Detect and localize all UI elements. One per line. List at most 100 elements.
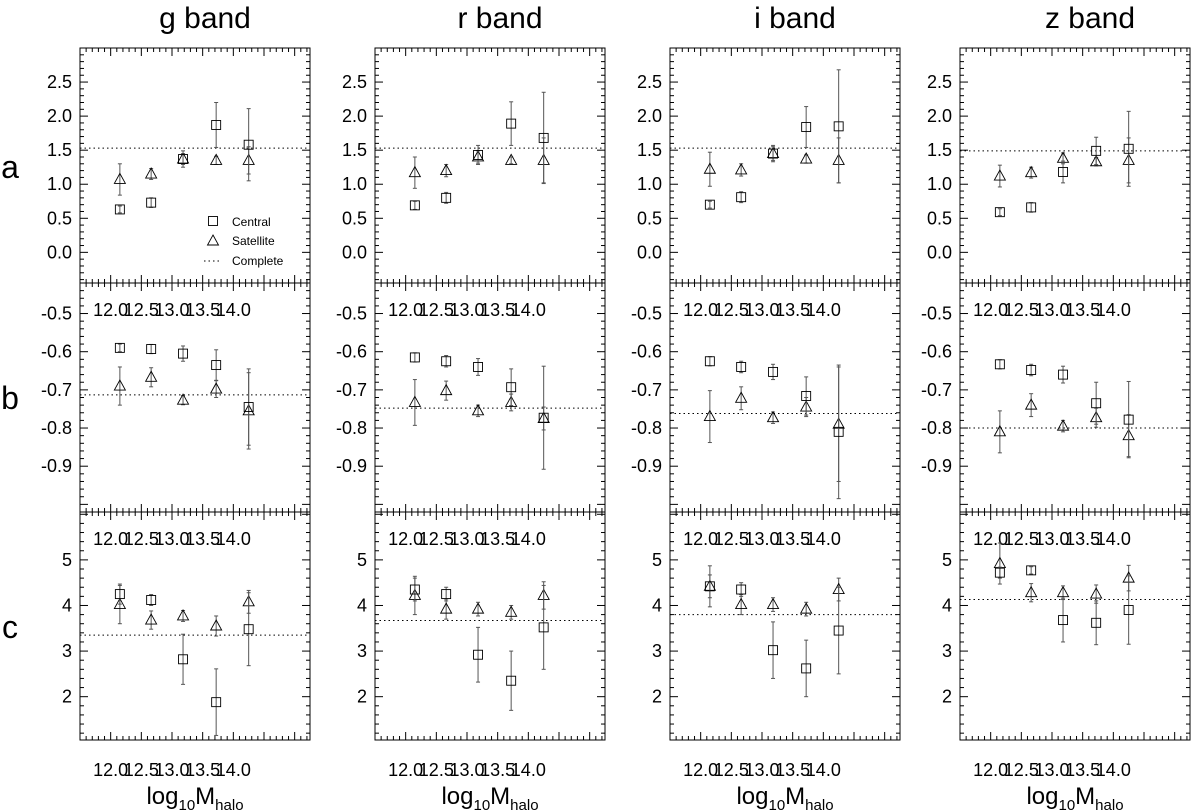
x-tick-label: 12.0 [93, 529, 128, 549]
central-point [243, 624, 254, 635]
x-tick-label: 13.0 [744, 300, 779, 320]
x-tick-label: 12.5 [714, 529, 749, 549]
central-point [994, 207, 1005, 218]
x-tick-label: 12.5 [124, 760, 159, 780]
y-tick-label: -0.9 [336, 456, 367, 476]
central-point [1026, 202, 1037, 213]
panel-frame [959, 511, 1191, 741]
satellite-point [144, 167, 158, 179]
y-tick-label: 2.5 [47, 72, 72, 92]
central-point [768, 148, 778, 159]
x-tick-label: 14.0 [1096, 760, 1131, 780]
panel-b-z: -0.9 -0.8 -0.7 -0.6 -0.5 12.012.513.013.514.0 [921, 282, 1191, 513]
legend-complete-label: Complete [232, 254, 284, 268]
y-tick-label: -0.5 [921, 304, 952, 324]
x-tick-label: 14.0 [1096, 300, 1131, 320]
x-tick-label: 13.5 [775, 300, 810, 320]
central-point [114, 204, 125, 215]
y-tick-label: 3 [357, 641, 367, 661]
satellite-point [209, 619, 223, 631]
y-tick-label: 0.5 [637, 208, 662, 228]
panel-frame [669, 47, 901, 284]
x-tick-label: 13.0 [1034, 529, 1069, 549]
legend: Central Satellite Complete [204, 215, 284, 268]
y-tick-label: 5 [942, 550, 952, 570]
y-tick-label: 4 [942, 595, 952, 615]
y-tick-label: -0.5 [336, 304, 367, 324]
panel-c-g: 2 3 4 5 12.012.513.013.514.0 [62, 511, 311, 741]
satellite-point [1024, 585, 1038, 598]
y-tick-label: 0.5 [342, 208, 367, 228]
x-tick-label: 12.0 [973, 300, 1008, 320]
x-tick-label: 13.0 [449, 529, 484, 549]
y-tick-label: 3 [942, 641, 952, 661]
x-tick-label: 13.0 [449, 760, 484, 780]
panel-c-r: 2 3 4 5 12.012.513.013.514.0 [357, 511, 606, 741]
x-tick-label: 14.0 [216, 760, 251, 780]
central-point [1026, 565, 1037, 576]
central-point [538, 132, 549, 143]
central-point [146, 595, 157, 605]
satellite-point [176, 393, 190, 405]
y-tick-label: 0.5 [47, 208, 72, 228]
y-tick-label: 1.0 [342, 174, 367, 194]
x-tick-label: 13.0 [154, 529, 189, 549]
y-tick-label: 2.0 [47, 106, 72, 126]
column-title-i: i band [754, 2, 836, 35]
central-point [538, 412, 549, 423]
satellite-point [703, 409, 717, 422]
y-tick-label: -0.6 [336, 342, 367, 362]
y-tick-label: -0.8 [631, 418, 662, 438]
central-point [473, 149, 483, 160]
central-point [211, 120, 222, 130]
bottom-axis-z: 12.012.513.013.514.0 log10Mhalo [973, 760, 1131, 811]
y-tick-label: 0.0 [47, 242, 72, 262]
satellite-point [1056, 585, 1070, 598]
y-tick-label: -0.6 [631, 342, 662, 362]
central-point [736, 362, 747, 372]
central-point [178, 654, 188, 665]
satellite-point [144, 370, 158, 382]
panel-b-g: -0.9 -0.8 -0.7 -0.6 -0.5 12.012.513.013.514.0 [41, 282, 311, 513]
y-tick-label: -0.6 [41, 342, 72, 362]
panel-frame [79, 511, 311, 741]
satellite-point [799, 152, 813, 164]
x-tick-label: 12.5 [714, 300, 749, 320]
x-tick-label: 13.5 [185, 300, 220, 320]
satellite-point [766, 597, 780, 610]
x-tick-label: 13.0 [154, 300, 189, 320]
x-tick-label: 13.5 [185, 529, 220, 549]
x-tick-label: 12.0 [683, 760, 718, 780]
row-label-b: b [1, 380, 19, 416]
x-tick-label: 13.0 [1034, 300, 1069, 320]
x-tick-label: 12.5 [1004, 300, 1039, 320]
column-title-g: g band [159, 2, 251, 35]
y-tick-label: -0.5 [41, 304, 72, 324]
y-tick-label: -0.8 [41, 418, 72, 438]
central-point [801, 122, 812, 132]
central-point [833, 426, 844, 437]
panel-a-g: 0.0 0.5 1.0 1.5 2.0 2.5 [47, 47, 311, 284]
satellite-point [1024, 165, 1038, 178]
x-tick-label: 12.0 [973, 760, 1008, 780]
satellite-point [766, 410, 780, 423]
y-tick-label: 3 [62, 641, 72, 661]
y-tick-label: 0.0 [342, 242, 367, 262]
central-point [1058, 369, 1068, 380]
legend-satellite-marker [206, 234, 220, 246]
central-point [409, 584, 420, 595]
bottom-axes: 12.012.513.013.514.0log10Mhalo12.012.513… [93, 760, 1131, 811]
central-point [538, 622, 549, 633]
central-point [114, 589, 125, 600]
satellite-point [1024, 398, 1038, 410]
satellite-point [734, 391, 748, 403]
x-tick-label: 13.0 [744, 529, 779, 549]
x-tick-label: 14.0 [1096, 529, 1131, 549]
y-tick-label: 1.5 [927, 140, 952, 160]
y-tick-label: -0.7 [336, 380, 367, 400]
central-point [146, 344, 157, 354]
x-tick-label: 12.0 [93, 300, 128, 320]
y-tick-label: -0.8 [921, 418, 952, 438]
y-tick-label: 2 [62, 687, 72, 707]
